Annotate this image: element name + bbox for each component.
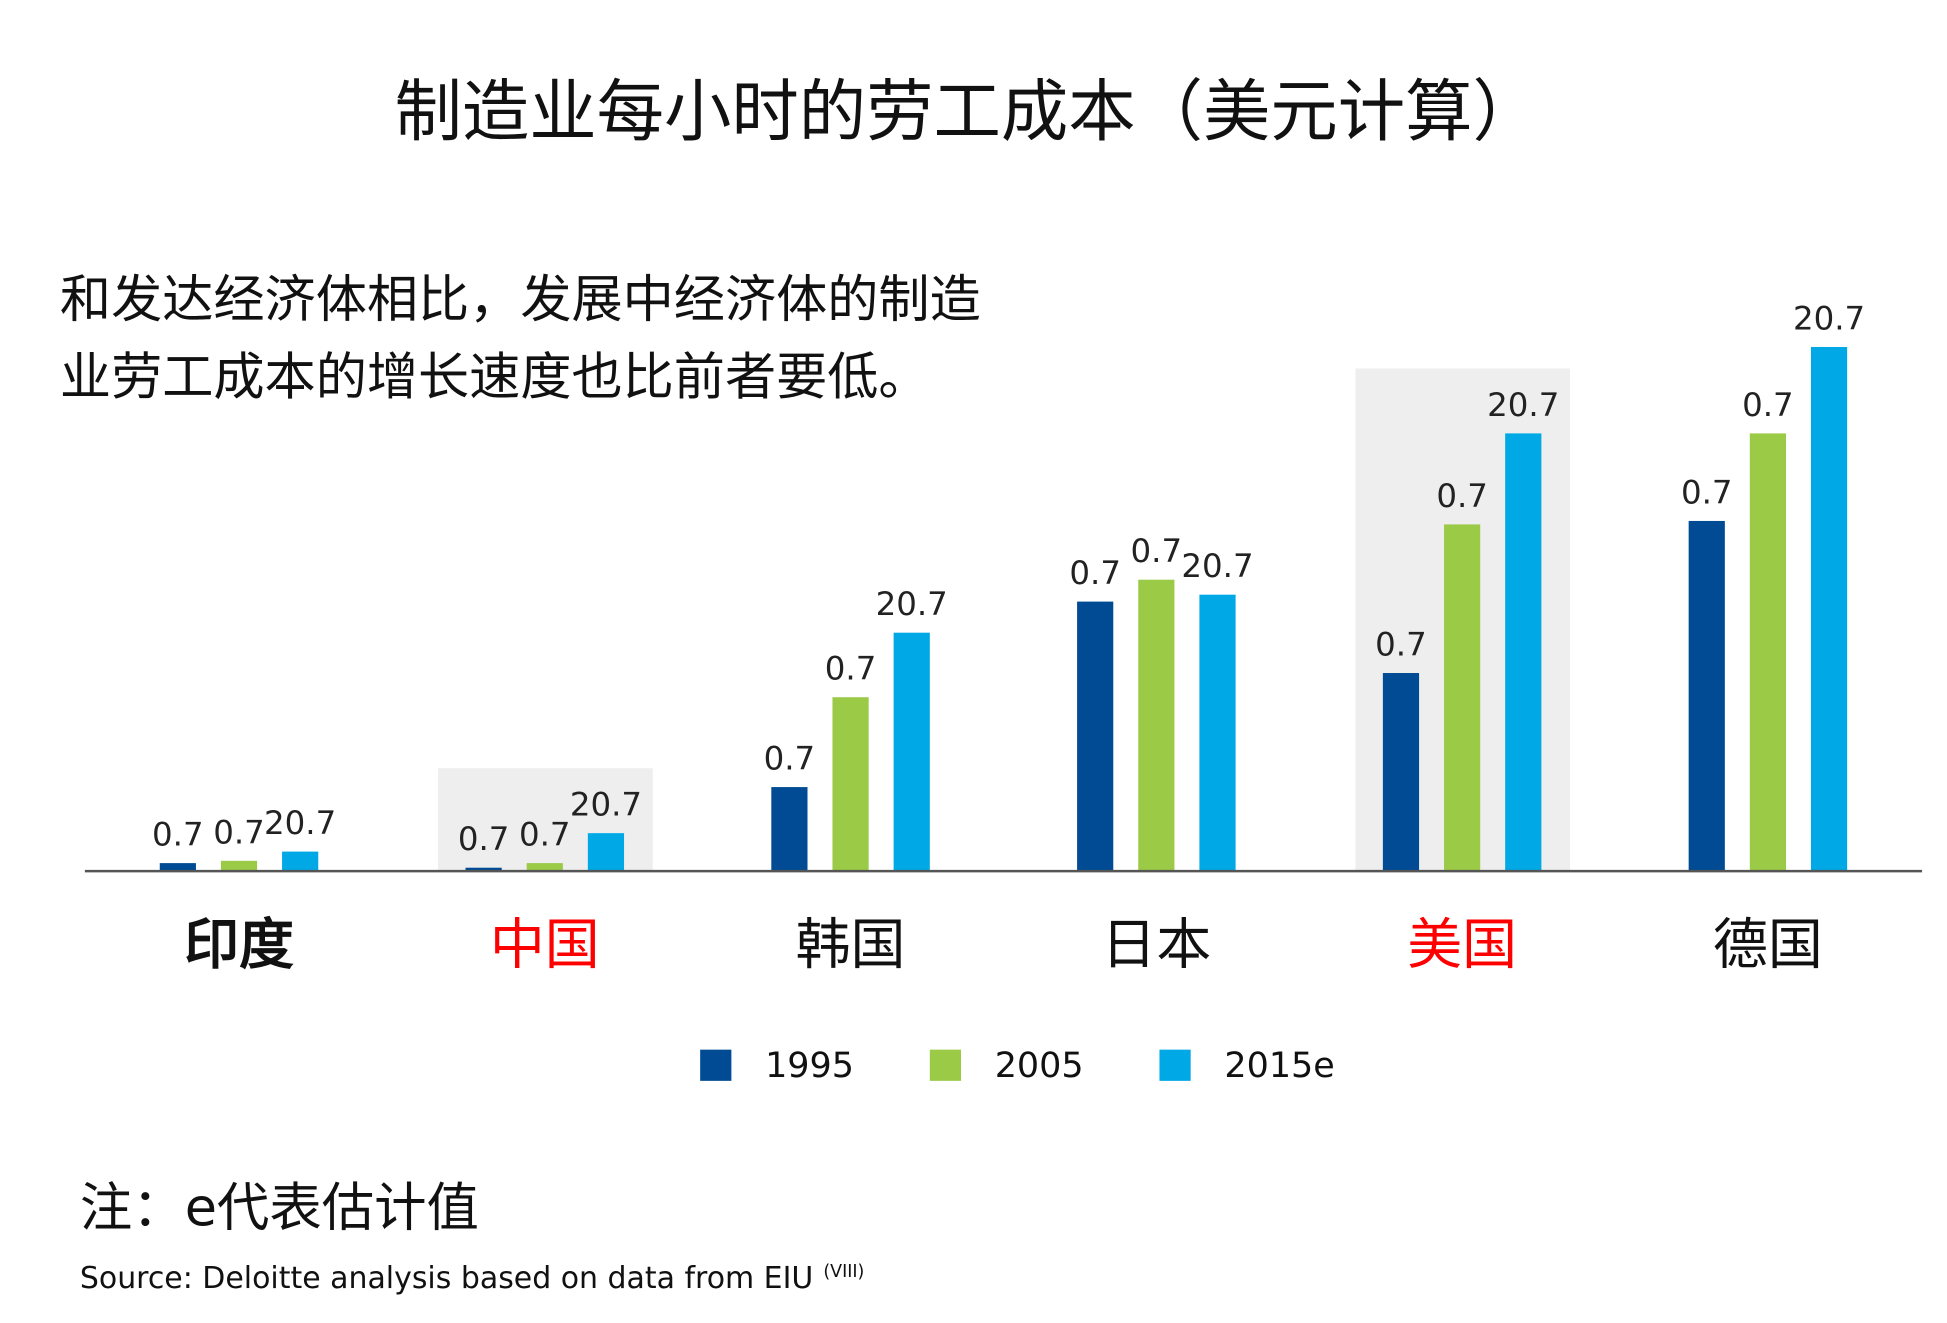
- category-labels: 印度 中国 韩国 日本 美国 德国: [184, 913, 1823, 977]
- bar-日本-2005: [1138, 579, 1175, 872]
- chart-subtitle-line-2: 业劳工成本的增长速度也比前者要低。: [60, 348, 930, 407]
- data-label: 0.7: [1375, 626, 1427, 664]
- bar-中国-2005: [526, 863, 563, 872]
- bar-美国-1995: [1382, 673, 1420, 872]
- data-label: 0.7: [1436, 477, 1488, 515]
- bar-日本-2015e: [1199, 594, 1236, 872]
- chart-note: 注：e代表估计值: [80, 1178, 479, 1239]
- data-label: 0.7: [825, 650, 877, 688]
- category-label: 印度: [184, 913, 294, 977]
- data-label: 0.7: [764, 740, 816, 778]
- chart-title: 制造业每小时的劳工成本（美元计算）: [395, 72, 1540, 151]
- data-label: 0.7: [458, 820, 510, 858]
- data-label: 0.7: [213, 813, 265, 851]
- bar-美国-2015e: [1505, 433, 1542, 872]
- data-label: 0.7: [1131, 532, 1183, 570]
- data-label: 20.7: [876, 585, 948, 623]
- source-text: Source: Deloitte analysis based on data …: [80, 1261, 813, 1296]
- bar-印度-2015e: [282, 851, 319, 872]
- bar-印度-2005: [220, 860, 258, 872]
- data-label: 20.7: [1487, 386, 1559, 424]
- category-label: 美国: [1407, 913, 1517, 977]
- bar-德国-2005: [1749, 433, 1786, 872]
- data-label: 0.7: [1069, 554, 1121, 592]
- legend-label: 2005: [995, 1046, 1084, 1086]
- source-superscript: (VIII): [823, 1262, 864, 1282]
- bar-日本-1995: [1077, 601, 1114, 872]
- category-label: 日本: [1101, 913, 1211, 977]
- bar-印度-1995: [159, 863, 196, 872]
- legend: 1995 2005 2015e: [700, 1046, 1335, 1086]
- data-label: 20.7: [264, 804, 336, 842]
- legend-swatch-2015e: [1159, 1049, 1191, 1081]
- legend-label: 2015e: [1224, 1046, 1334, 1086]
- bar-美国-2005: [1444, 524, 1481, 872]
- chart-subtitle-line-1: 和发达经济体相比，发展中经济体的制造: [60, 271, 981, 330]
- category-label: 德国: [1713, 913, 1823, 977]
- legend-swatch-1995: [700, 1049, 732, 1081]
- bar-中国-1995: [465, 867, 502, 872]
- bar-中国-2015e: [587, 833, 625, 872]
- data-label: 0.7: [1742, 386, 1794, 424]
- bar-韩国-2015e: [893, 632, 930, 872]
- data-label: 20.7: [1793, 300, 1865, 338]
- category-label: 韩国: [796, 913, 906, 977]
- data-label: 0.7: [152, 816, 204, 854]
- data-label: 0.7: [1681, 473, 1733, 511]
- data-label: 0.7: [519, 816, 571, 854]
- data-label: 20.7: [1181, 547, 1253, 585]
- data-label: 20.7: [570, 786, 642, 824]
- legend-label: 1995: [765, 1046, 854, 1086]
- bar-韩国-1995: [771, 787, 808, 872]
- bar-德国-2015e: [1810, 346, 1848, 872]
- category-label: 中国: [490, 913, 600, 977]
- bars: 0.7 0.7 20.7 0.7 0.720.70.70.720.70.70.7 20.7…: [152, 300, 1865, 872]
- bar-韩国-2005: [832, 697, 869, 872]
- legend-swatch-2005: [929, 1049, 962, 1081]
- bar-德国-1995: [1688, 520, 1725, 872]
- chart-source: Source: Deloitte analysis based on data …: [80, 1261, 865, 1296]
